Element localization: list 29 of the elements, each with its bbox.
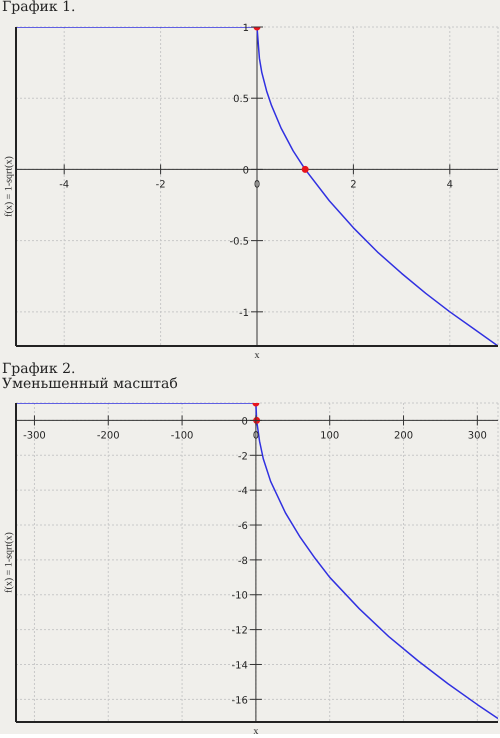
x-tick-label: 2 xyxy=(350,179,357,190)
line-series xyxy=(16,403,498,720)
y-tick-label: -4 xyxy=(238,486,248,498)
y-axis-title: f(x) = 1-sqrt(x) xyxy=(4,532,15,593)
x-tick-label: -200 xyxy=(96,430,120,442)
y-tick-label: -14 xyxy=(232,660,248,672)
x-tick-label: -4 xyxy=(59,179,70,190)
x-tick-label: -300 xyxy=(23,430,46,442)
x-tick-label: 200 xyxy=(394,430,414,442)
x-tick-label: -2 xyxy=(156,179,166,190)
y-tick-label: 0.5 xyxy=(233,94,249,106)
y-tick-label: -8 xyxy=(238,556,248,567)
x-tick-label: 100 xyxy=(320,430,340,442)
x-axis-title: x xyxy=(254,350,260,361)
y-axis-title: f(x) = 1-sqrt(x) xyxy=(4,156,15,217)
x-tick-label: 300 xyxy=(468,430,487,442)
x-tick-label: 4 xyxy=(446,179,453,190)
y-tick-label: -2 xyxy=(238,451,248,462)
y-tick-label: -16 xyxy=(232,695,248,706)
chart-subtitle: Уменьшенный масштаб xyxy=(1,376,179,392)
y-tick-label: -6 xyxy=(238,521,248,532)
y-tick-label: -0.5 xyxy=(229,236,249,248)
y-tick-label: -1 xyxy=(239,308,249,319)
y-tick-label: -12 xyxy=(232,626,248,637)
x-tick-label: -100 xyxy=(170,430,194,442)
y-tick-label: -10 xyxy=(232,590,248,602)
chart-title: График 1. xyxy=(1,0,76,15)
x-axis-title: x xyxy=(253,726,258,737)
chart-title: График 2. xyxy=(2,361,76,377)
